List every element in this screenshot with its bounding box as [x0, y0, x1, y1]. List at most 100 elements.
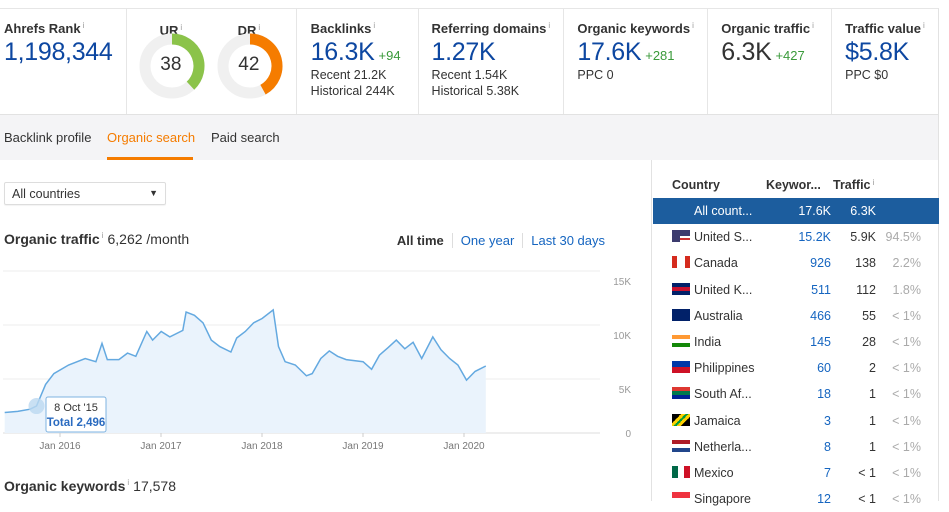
range-one-year[interactable]: One year: [452, 233, 522, 248]
philippines-flag-icon: [672, 361, 690, 373]
traffic-value-value: $5.8K: [845, 38, 938, 67]
country-name: Netherla...: [694, 440, 764, 454]
country-traffic-share: < 1%: [892, 309, 921, 323]
organic-keywords-title: Organic keywords: [4, 478, 125, 494]
backlinks-historical: Historical 244K: [311, 83, 418, 99]
info-icon[interactable]: i: [373, 21, 375, 30]
country-select[interactable]: All countries ▼: [4, 182, 166, 205]
country-name: India: [694, 335, 764, 349]
us-flag-icon: [672, 230, 690, 242]
country-traffic: 2: [869, 361, 876, 375]
country-keywords[interactable]: 3: [824, 414, 831, 428]
country-traffic-share: 94.5%: [886, 230, 921, 244]
info-icon[interactable]: i: [83, 21, 85, 30]
country-keywords[interactable]: 12: [817, 492, 831, 506]
country-traffic: 1: [869, 387, 876, 401]
ahrefs-rank-value: 1,198,344: [4, 38, 126, 67]
tooltip-date: 8 Oct '15: [54, 402, 98, 414]
country-keywords[interactable]: 60: [817, 361, 831, 375]
country-keywords[interactable]: 926: [810, 256, 831, 270]
country-name: All count...: [694, 204, 764, 218]
tab-organic-search[interactable]: Organic search: [107, 130, 195, 145]
col-header-keywords[interactable]: Keywor...: [766, 178, 821, 192]
organic-keywords-value[interactable]: 17.6K: [577, 38, 641, 66]
singapore-flag-icon: [672, 492, 690, 504]
country-traffic-share: < 1%: [892, 466, 921, 480]
organic-keywords-delta: +281: [645, 48, 674, 63]
info-icon[interactable]: i: [127, 478, 129, 487]
table-row[interactable]: United S... 15.2K 5.9K 94.5%: [653, 224, 939, 250]
dr-value: 42: [215, 54, 283, 76]
backlinks-value[interactable]: 16.3K: [311, 38, 375, 66]
country-traffic: 1: [869, 414, 876, 428]
country-name: United S...: [694, 230, 764, 244]
info-icon[interactable]: i: [180, 23, 182, 32]
backlinks-recent: Recent 21.2K: [311, 67, 418, 83]
organic-traffic-value: 6.3K: [721, 38, 771, 66]
info-icon[interactable]: i: [102, 231, 104, 240]
range-last-30-days[interactable]: Last 30 days: [522, 233, 613, 248]
india-flag-icon: [672, 335, 690, 347]
country-keywords[interactable]: 15.2K: [798, 230, 831, 244]
country-keywords[interactable]: 8: [824, 440, 831, 454]
country-traffic: 112: [856, 283, 876, 297]
info-icon[interactable]: i: [812, 21, 814, 30]
y-tick-label: 0: [625, 429, 631, 440]
country-traffic-share: < 1%: [892, 440, 921, 454]
info-icon[interactable]: i: [692, 21, 694, 30]
country-traffic: 55: [862, 309, 876, 323]
country-keywords[interactable]: 7: [824, 466, 831, 480]
time-range-selector: All time One year Last 30 days: [389, 233, 613, 248]
organic-traffic-label: Organic traffic: [721, 21, 810, 36]
country-keywords[interactable]: 18: [817, 387, 831, 401]
backlinks-label: Backlinks: [311, 21, 372, 36]
country-keywords[interactable]: 17.6K: [798, 204, 831, 218]
y-tick-label: 10K: [613, 331, 631, 342]
col-header-country[interactable]: Country: [672, 178, 720, 192]
info-icon[interactable]: i: [258, 23, 260, 32]
country-name: Jamaica: [694, 414, 764, 428]
country-keywords[interactable]: 511: [811, 283, 831, 297]
country-select-value: All countries: [12, 187, 80, 201]
tab-paid-search[interactable]: Paid search: [211, 130, 280, 145]
info-icon[interactable]: i: [873, 178, 875, 187]
country-name: Singapore: [694, 492, 764, 506]
referring-domains-value[interactable]: 1.27K: [432, 38, 564, 67]
country-keywords[interactable]: 145: [810, 335, 831, 349]
active-tab-indicator: [107, 157, 193, 160]
chevron-down-icon: ▼: [149, 188, 158, 198]
organic-keywords-count: 17,578: [133, 478, 176, 494]
organic-keywords-ppc: PPC 0: [577, 67, 707, 83]
country-traffic: 5.9K: [850, 230, 876, 244]
country-keywords[interactable]: 466: [810, 309, 831, 323]
south-africa-flag-icon: [672, 387, 690, 399]
country-traffic: 138: [855, 256, 876, 270]
info-icon[interactable]: i: [548, 21, 550, 30]
organic-traffic-delta: +427: [775, 48, 804, 63]
tab-backlink-profile[interactable]: Backlink profile: [4, 130, 91, 145]
info-icon[interactable]: i: [923, 21, 925, 30]
mexico-flag-icon: [672, 466, 690, 478]
range-all-time[interactable]: All time: [389, 233, 452, 248]
